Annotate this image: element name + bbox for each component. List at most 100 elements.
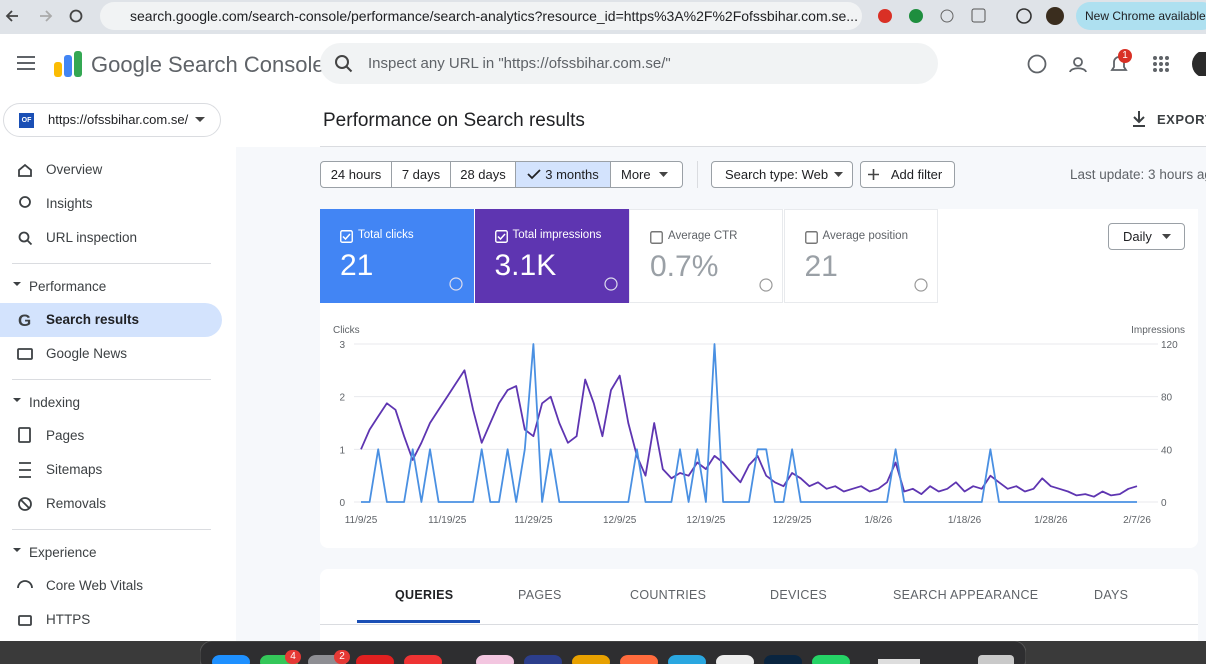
divider (320, 624, 1198, 625)
date-filter[interactable]: 28 days (450, 161, 516, 188)
plus-icon (868, 169, 879, 180)
checkbox[interactable] (650, 231, 663, 244)
metric-label: Total impressions (512, 229, 602, 241)
nav-item[interactable]: Insights (46, 196, 93, 211)
tab-indicator (357, 620, 480, 623)
logo (54, 51, 82, 77)
nav-item[interactable]: Google News (46, 346, 128, 361)
nav-item[interactable]: Removals (46, 496, 107, 511)
x-tick-label: 1/18/26 (948, 515, 982, 526)
checkbox[interactable] (340, 230, 353, 243)
x-tick-label: 12/29/25 (773, 515, 812, 526)
performance-chart: 0 1 2 3 0 40 80 120 Clicks Impressions 11/9/25 11/1… (333, 325, 1185, 526)
help-icon[interactable] (603, 277, 618, 291)
tab[interactable]: DEVICES (770, 588, 827, 602)
y2-tick-label: 40 (1161, 445, 1173, 456)
y-tick-label: 0 (339, 498, 345, 509)
notification-badge: 1 (1118, 49, 1132, 63)
checkbox[interactable] (494, 230, 508, 243)
help-icon[interactable] (913, 278, 928, 292)
help-icon[interactable] (449, 277, 463, 291)
nav-item[interactable]: URL inspection (46, 230, 138, 245)
x-tick-label: 12/19/25 (686, 515, 725, 526)
date-filter-more[interactable]: More (610, 161, 683, 188)
help-icon[interactable] (759, 278, 773, 292)
tab[interactable]: PAGES (518, 588, 562, 602)
page-title: Performance on Search results (323, 110, 585, 131)
nav-icons: G (13, 163, 33, 626)
y2-axis-label: Impressions (1131, 325, 1185, 336)
divider (12, 263, 211, 264)
search-icon (335, 55, 353, 73)
metric-card[interactable]: Average position 21 (783, 209, 938, 303)
browser-bar: search.google.com/search-console/perform… (0, 0, 1206, 34)
nav-item[interactable]: Overview (46, 162, 103, 177)
tab[interactable]: COUNTRIES (630, 588, 707, 602)
tab[interactable]: SEARCH APPEARANCE (893, 588, 1039, 602)
separator (697, 161, 698, 188)
property-icon: OF (19, 113, 34, 128)
metric-label: Average position (822, 230, 908, 242)
metric-value: 21 (804, 250, 838, 283)
date-filter[interactable]: 7 days (391, 161, 451, 188)
metric-card[interactable]: Total clicks 21 (320, 209, 474, 303)
nav-section[interactable]: Indexing (29, 395, 81, 410)
x-tick-label: 11/29/25 (514, 515, 553, 526)
extensions (878, 7, 1064, 25)
y-axis-label: Clicks (333, 325, 360, 336)
tab[interactable]: QUERIES (395, 588, 454, 602)
y2-tick-label: 120 (1161, 340, 1178, 351)
metric-value: 0.7% (650, 250, 719, 283)
tabs-card (320, 569, 1198, 649)
metric-value: 21 (340, 249, 374, 282)
nav-section[interactable]: Experience (29, 545, 97, 560)
product-name: Google Search Console (91, 52, 325, 77)
divider (320, 146, 1206, 147)
y2-tick-label: 0 (1161, 498, 1167, 509)
header-icons[interactable] (1026, 52, 1206, 76)
x-tick-label: 12/9/25 (603, 515, 637, 526)
nav-item[interactable]: Core Web Vitals (46, 578, 144, 593)
dropdown-arrow (659, 172, 668, 177)
metric-label: Total clicks (358, 229, 414, 241)
nav-item[interactable]: Search results (0, 303, 222, 337)
metric-value: 3.1K (494, 249, 557, 282)
series-line (361, 343, 1137, 503)
x-tick-label: 1/28/26 (1034, 515, 1068, 526)
y-tick-label: 1 (339, 445, 345, 456)
svg-text:G: G (18, 311, 31, 330)
address-bar[interactable]: search.google.com/search-console/perform… (100, 2, 862, 30)
property-selector[interactable]: https://ofssbihar.com.se/ (3, 103, 221, 137)
date-filter-selected[interactable]: 3 months (515, 161, 611, 188)
series-line (360, 369, 1138, 498)
dock-badge: 2 (334, 650, 350, 664)
url-inspect-search[interactable]: Inspect any URL in "https://ofssbihar.co… (320, 43, 938, 84)
dropdown-arrow (834, 172, 843, 177)
update-button[interactable]: New Chrome available (1076, 2, 1206, 30)
tab[interactable]: DAYS (1094, 588, 1129, 602)
dock (200, 641, 1026, 664)
checkbox[interactable] (804, 231, 818, 244)
dropdown-arrow (195, 117, 205, 122)
divider (12, 529, 211, 530)
dock-icons (212, 655, 1014, 664)
nav-item[interactable]: Pages (46, 428, 85, 443)
x-tick-label: 11/19/25 (428, 515, 467, 526)
search-type-filter[interactable]: Search type: Web (711, 161, 853, 188)
check-icon (527, 169, 541, 180)
metric-card[interactable]: Total impressions 3.1K (474, 209, 629, 303)
nav-item[interactable]: Sitemaps (46, 462, 103, 477)
metric-card[interactable]: Average CTR 0.7% (629, 209, 783, 303)
y-tick-label: 3 (339, 340, 345, 351)
nav-section[interactable]: Performance (29, 279, 107, 294)
date-filter[interactable]: 24 hours (320, 161, 392, 188)
export-button[interactable]: EXPORT (1157, 112, 1206, 127)
nav-buttons[interactable] (4, 6, 94, 26)
granularity-select[interactable]: Daily (1108, 223, 1185, 250)
y2-tick-label: 80 (1161, 393, 1173, 404)
y-tick-label: 2 (339, 393, 345, 404)
nav-item[interactable]: HTTPS (46, 612, 91, 627)
last-update: Last update: 3 hours ago (1070, 167, 1206, 182)
menu-icon[interactable] (16, 55, 36, 71)
